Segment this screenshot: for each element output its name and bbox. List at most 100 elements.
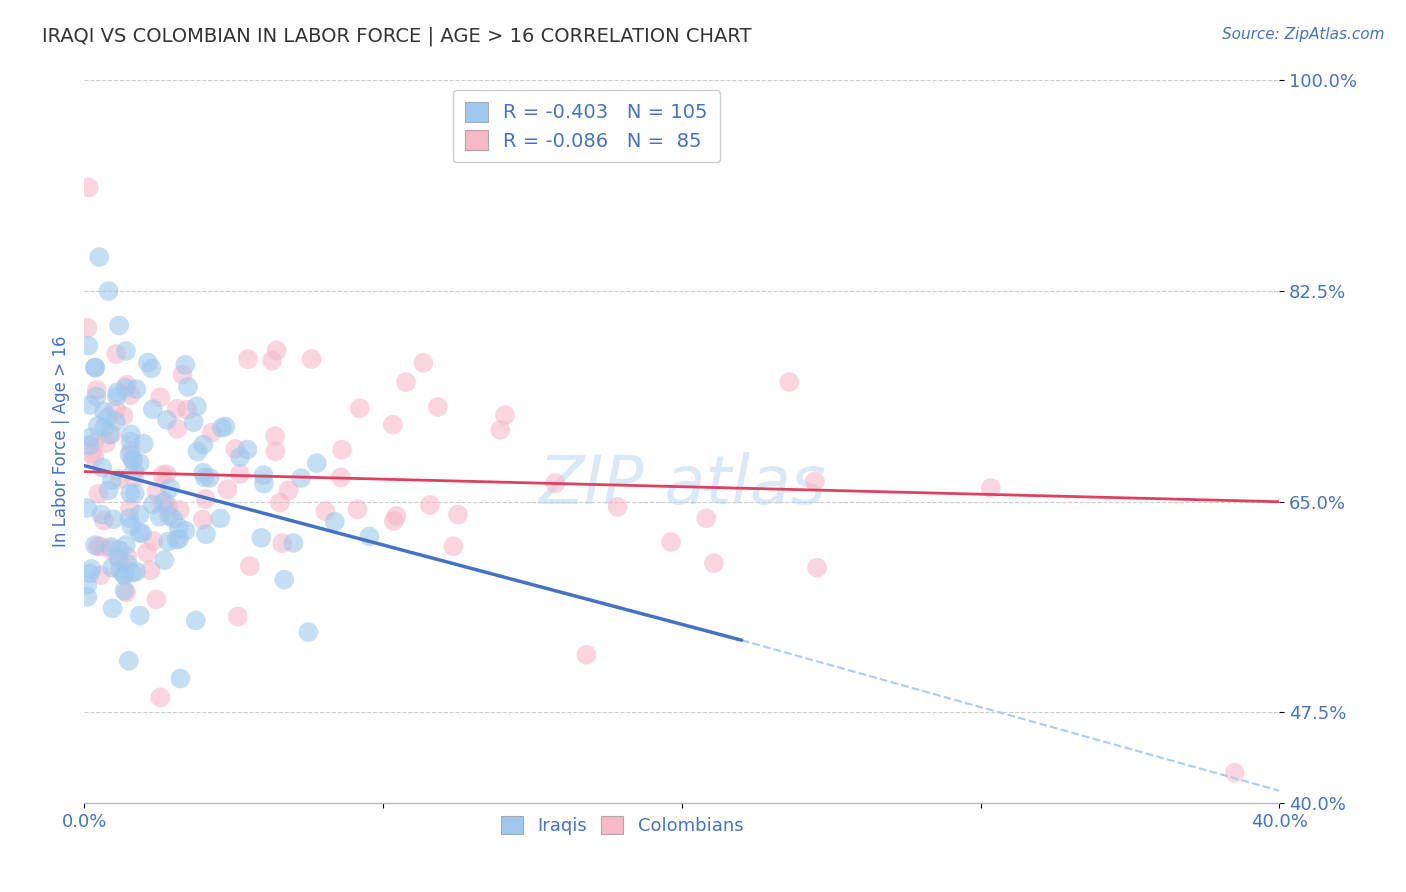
Point: [125, 382, 148, 396]
Point: [183, 415, 205, 429]
Point: [198, 471, 221, 485]
Point: [314, 504, 336, 518]
Point: [385, 508, 408, 523]
Point: [105, 390, 128, 404]
Point: [194, 470, 217, 484]
Point: [264, 444, 287, 458]
Point: [89, 250, 111, 264]
Point: [273, 573, 295, 587]
Point: [101, 601, 124, 615]
Point: [139, 563, 162, 577]
Point: [148, 509, 170, 524]
Text: Source: ZipAtlas.com: Source: ZipAtlas.com: [1222, 27, 1385, 42]
Text: IRAQI VS COLOMBIAN IN LABOR FORCE | AGE > 16 CORRELATION CHART: IRAQI VS COLOMBIAN IN LABOR FORCE | AGE …: [42, 27, 752, 46]
Point: [114, 381, 136, 395]
Point: [94, 436, 117, 450]
Point: [575, 648, 598, 662]
Point: [330, 442, 353, 457]
Point: [159, 481, 181, 495]
Point: [76, 321, 98, 335]
Point: [120, 427, 142, 442]
Point: [606, 500, 628, 514]
Point: [229, 467, 252, 481]
Point: [97, 483, 120, 498]
Point: [252, 468, 274, 483]
Point: [142, 533, 165, 548]
Point: [494, 408, 516, 422]
Point: [193, 466, 215, 480]
Point: [108, 542, 131, 557]
Point: [79, 566, 101, 581]
Point: [100, 540, 122, 554]
Point: [93, 404, 115, 418]
Point: [447, 508, 470, 522]
Point: [121, 566, 143, 580]
Point: [153, 553, 176, 567]
Point: [145, 484, 167, 499]
Point: [93, 514, 115, 528]
Point: [186, 444, 208, 458]
Point: [118, 511, 141, 525]
Point: [87, 540, 110, 554]
Point: [145, 592, 167, 607]
Point: [176, 402, 198, 417]
Point: [169, 672, 191, 686]
Point: [107, 550, 129, 565]
Point: [100, 427, 122, 442]
Point: [184, 614, 207, 628]
Point: [157, 534, 180, 549]
Point: [104, 414, 127, 428]
Point: [108, 318, 131, 333]
Point: [120, 434, 142, 449]
Point: [253, 476, 276, 491]
Point: [156, 467, 179, 482]
Point: [211, 421, 233, 435]
Point: [174, 358, 197, 372]
Point: [778, 375, 800, 389]
Point: [108, 553, 131, 567]
Point: [217, 482, 239, 496]
Point: [112, 583, 135, 598]
Point: [128, 608, 150, 623]
Point: [77, 180, 100, 194]
Point: [149, 391, 172, 405]
Point: [83, 360, 105, 375]
Point: [703, 556, 725, 570]
Point: [105, 347, 128, 361]
Point: [201, 425, 224, 440]
Point: [214, 419, 236, 434]
Point: [125, 565, 148, 579]
Point: [150, 497, 173, 511]
Point: [236, 352, 259, 367]
Point: [153, 494, 176, 508]
Point: [83, 436, 105, 450]
Point: [806, 560, 828, 574]
Point: [152, 468, 174, 483]
Point: [93, 420, 115, 434]
Point: [124, 471, 146, 485]
Point: [120, 444, 142, 458]
Point: [87, 418, 110, 433]
Point: [84, 360, 107, 375]
Point: [108, 563, 131, 577]
Point: [128, 525, 150, 540]
Point: [112, 568, 135, 582]
Point: [544, 476, 567, 491]
Point: [359, 529, 381, 543]
Point: [346, 502, 368, 516]
Point: [79, 438, 101, 452]
Point: [167, 532, 190, 546]
Point: [87, 486, 110, 500]
Point: [195, 527, 218, 541]
Point: [166, 422, 188, 436]
Point: [117, 557, 139, 571]
Point: [108, 472, 131, 486]
Point: [97, 410, 120, 425]
Point: [136, 356, 159, 370]
Point: [297, 625, 319, 640]
Point: [124, 486, 146, 500]
Point: [131, 526, 153, 541]
Point: [382, 514, 405, 528]
Point: [91, 460, 114, 475]
Point: [381, 417, 404, 432]
